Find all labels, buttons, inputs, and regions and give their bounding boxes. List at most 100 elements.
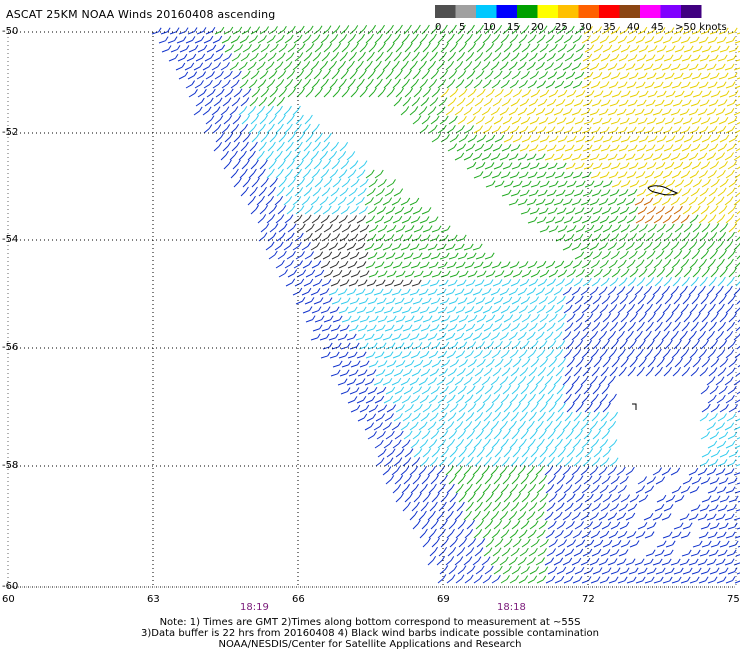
- wind-barb: [629, 272, 636, 278]
- wind-barb: [677, 366, 682, 372]
- wind-barb: [490, 291, 498, 296]
- wind-barb: [721, 303, 725, 309]
- wind-barb: [498, 474, 502, 480]
- wind-barb: [669, 294, 673, 300]
- wind-barb: [615, 503, 620, 508]
- wind-barb: [554, 207, 558, 213]
- wind-barb: [349, 255, 357, 260]
- wind-barb: [563, 352, 570, 359]
- wind-barb: [455, 297, 459, 302]
- wind-barb: [586, 242, 591, 248]
- wind-barb: [465, 101, 473, 107]
- wind-barb: [590, 442, 597, 449]
- wind-barb: [284, 127, 291, 134]
- wind-barb: [275, 218, 282, 224]
- wind-barb: [203, 88, 207, 94]
- wind-barb: [536, 487, 543, 494]
- wind-barb: [473, 353, 481, 359]
- wind-barb: [426, 69, 430, 75]
- wind-barb: [478, 106, 482, 112]
- wind-barb: [715, 334, 722, 341]
- wind-barb: [487, 438, 491, 444]
- wind-barb: [454, 324, 458, 329]
- wind-barb: [265, 132, 269, 138]
- wind-barb: [662, 352, 669, 359]
- wind-barb: [371, 333, 375, 339]
- wind-barb: [690, 45, 694, 51]
- wind-barb: [386, 91, 393, 98]
- wind-barb: [489, 97, 493, 103]
- wind-barb: [457, 345, 465, 350]
- wind-barb: [358, 301, 366, 305]
- wind-barb: [669, 339, 673, 345]
- wind-barb: [496, 107, 501, 112]
- wind-barb: [575, 451, 582, 458]
- wind-barb: [282, 159, 286, 165]
- wind-barb: [482, 314, 487, 320]
- wind-barb: [635, 268, 639, 273]
- wind-barb: [294, 236, 302, 242]
- wind-barb: [371, 51, 375, 57]
- wind-barb: [494, 274, 502, 278]
- wind-barb: [726, 58, 734, 62]
- wind-barb: [292, 177, 297, 183]
- wind-barb: [722, 394, 726, 400]
- wind-barb: [731, 394, 735, 400]
- wind-barb: [725, 173, 733, 179]
- wind-barb: [543, 126, 547, 131]
- wind-barb: [263, 35, 267, 40]
- wind-barb: [346, 246, 354, 251]
- wind-barb: [591, 180, 595, 186]
- wind-barb: [732, 413, 737, 418]
- wind-barb: [643, 245, 651, 251]
- wind-barb: [302, 82, 309, 89]
- wind-barb: [578, 484, 582, 490]
- wind-barb: [305, 47, 312, 53]
- wind-barb: [339, 315, 343, 321]
- wind-barb: [453, 474, 457, 480]
- wind-barb: [545, 488, 552, 494]
- wind-barb: [298, 287, 303, 293]
- wind-barb: [633, 339, 637, 345]
- wind-barb: [255, 204, 260, 210]
- wind-barb: [674, 183, 682, 188]
- wind-barb: [651, 36, 655, 41]
- wind-barb: [241, 74, 248, 80]
- wind-barb: [670, 99, 674, 105]
- wind-barb: [472, 469, 479, 476]
- wind-barb: [497, 79, 501, 85]
- wind-barb: [511, 29, 518, 35]
- wind-barb: [456, 416, 463, 422]
- wind-barb: [320, 82, 327, 89]
- wind-barb: [439, 478, 446, 485]
- wind-barb: [659, 366, 663, 372]
- wind-barb: [444, 24, 448, 30]
- wind-barb: [693, 330, 697, 336]
- wind-barb: [661, 289, 668, 296]
- wind-barb: [476, 318, 484, 323]
- wind-barb: [527, 264, 535, 269]
- wind-barb: [737, 140, 740, 143]
- wind-barb: [520, 433, 527, 440]
- wind-barb: [419, 82, 426, 89]
- wind-barb: [597, 384, 601, 390]
- wind-barb: [509, 309, 517, 314]
- wind-barb: [715, 267, 719, 273]
- wind-barb: [645, 58, 653, 62]
- wind-barb: [483, 283, 491, 287]
- wind-barb: [706, 431, 711, 436]
- wind-barb: [339, 237, 347, 242]
- wind-barb: [436, 341, 441, 347]
- wind-barb: [678, 250, 683, 255]
- wind-barb: [463, 65, 470, 71]
- wind-barb: [499, 403, 504, 408]
- wind-barb: [316, 242, 320, 247]
- wind-barb: [314, 91, 321, 98]
- wind-barb: [697, 112, 705, 116]
- wind-barb: [641, 215, 646, 220]
- wind-barb: [287, 181, 294, 188]
- wind-barb: [493, 478, 500, 485]
- wind-barb: [357, 283, 365, 287]
- wind-barb: [597, 53, 602, 59]
- wind-barb: [177, 57, 185, 62]
